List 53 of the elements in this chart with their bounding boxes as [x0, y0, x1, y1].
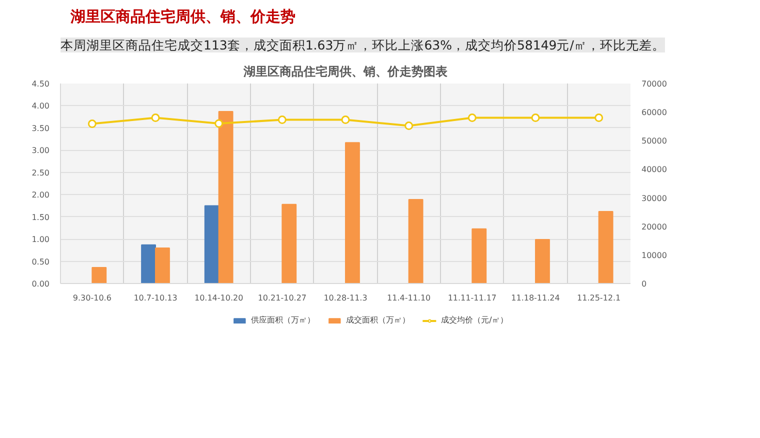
- point: [531, 114, 540, 122]
- bar: [204, 205, 220, 284]
- legend-label: 成交均价（元/㎡）: [441, 314, 508, 326]
- y2-tick-label: 50000: [642, 136, 667, 146]
- x-tick-label: 11.25-12.1: [577, 294, 621, 302]
- bar: [598, 211, 614, 284]
- x-tick-label: 10.21-10.27: [258, 294, 307, 302]
- y2-tick-label: 60000: [642, 108, 667, 118]
- x-tick-label: 11.11-11.17: [448, 294, 497, 302]
- y-tick-label: 4.50: [32, 80, 50, 88]
- x-tick-label: 11.18-11.24: [511, 294, 560, 302]
- y2-tick-label: 0: [642, 280, 647, 288]
- bar: [345, 142, 360, 284]
- point: [214, 119, 224, 128]
- y-tick-label: 2.00: [32, 190, 50, 200]
- bar: [218, 111, 234, 284]
- y2-tick-label: 30000: [642, 194, 667, 203]
- x-tick-label: 9.30-10.6: [72, 294, 112, 302]
- x-tick-label: 10.14-10.20: [194, 294, 244, 302]
- point: [151, 114, 160, 122]
- y2-tick-label: 10000: [642, 250, 667, 260]
- y-tick-label: 0.00: [32, 280, 50, 288]
- point: [468, 114, 476, 122]
- point: [404, 122, 414, 130]
- y2-tick-label: 70000: [642, 80, 667, 88]
- y-tick-label: 4.00: [32, 102, 50, 111]
- chart-title: 湖里区商品住宅周供、销、价走势图表: [242, 64, 448, 78]
- bar: [141, 244, 156, 284]
- y-tick-label: 1.00: [32, 235, 50, 244]
- bar: [535, 239, 550, 284]
- bar: [155, 247, 170, 284]
- y-tick-label: 3.50: [32, 124, 50, 133]
- point: [278, 116, 286, 124]
- point: [341, 116, 350, 124]
- y-tick-label: 3.00: [32, 146, 50, 156]
- legend-label: 成交面积（万㎡）: [346, 314, 410, 326]
- point: [88, 120, 96, 128]
- x-tick-label: 10.7-10.13: [134, 294, 178, 302]
- bar: [282, 204, 297, 284]
- y-tick-label: 2.50: [32, 168, 50, 178]
- bar: [92, 267, 107, 284]
- legend-label: 供应面积（万㎡）: [251, 314, 316, 326]
- bar: [472, 228, 487, 284]
- y-tick-label: 1.50: [32, 212, 50, 222]
- text: 湖里区商品住宅周供、销、价走势: [70, 8, 296, 26]
- y2-tick-label: 40000: [642, 165, 667, 174]
- y-tick-label: 0.50: [32, 257, 50, 266]
- bar: [408, 199, 424, 284]
- x-tick-label: 11.4-11.10: [387, 294, 431, 302]
- y2-tick-label: 20000: [642, 222, 667, 232]
- text: 本周湖里区商品住宅成交113套，成交面积1.63万㎡，环比上涨63%，成交均价58149元/㎡，环比无差。: [60, 38, 665, 52]
- x-tick-label: 10.28-11.3: [324, 294, 368, 302]
- point: [594, 114, 604, 122]
